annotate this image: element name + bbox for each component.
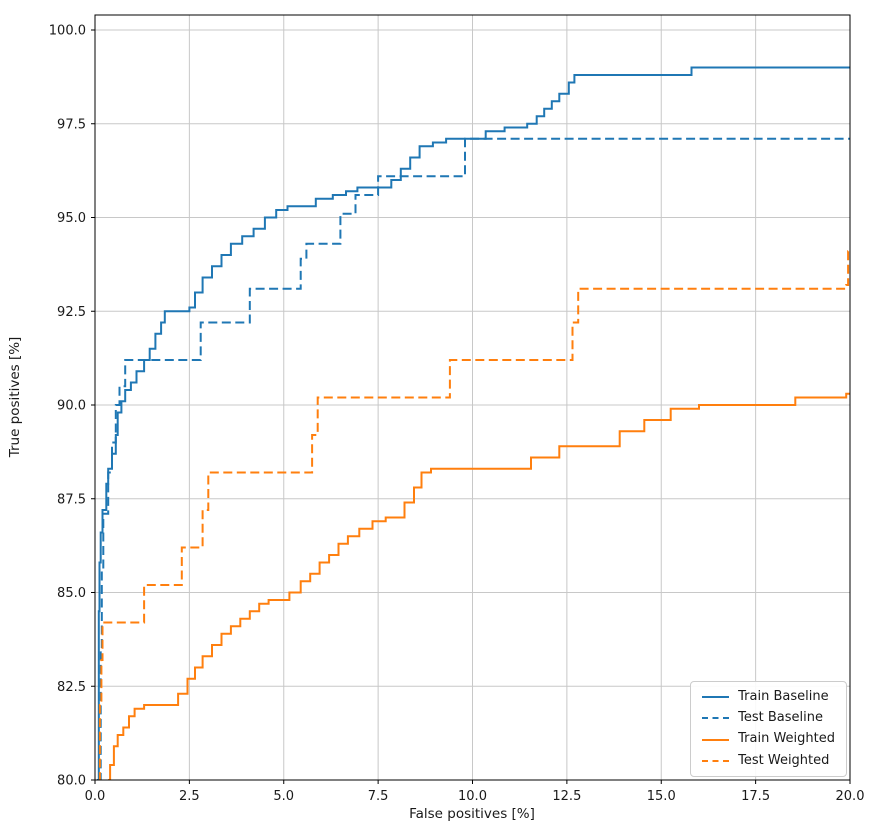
legend-label: Test Baseline	[738, 710, 823, 726]
legend-line-sample	[702, 717, 730, 720]
series-lines	[96, 66, 850, 780]
x-tick-label: 17.5	[741, 789, 770, 804]
y-tick-label: 87.5	[57, 492, 86, 507]
x-tick-label: 20.0	[836, 789, 865, 804]
legend-label: Train Baseline	[738, 688, 829, 704]
series-line	[98, 137, 850, 780]
tick-labels: 0.0 2.5 5.0 7.5 10.0 12.5 15.0 17.5 20.0 80.0 82.5…	[49, 24, 865, 805]
legend-label: Test Weighted	[738, 752, 830, 768]
legend-entry: Train Weighted	[702, 732, 835, 746]
series-line	[96, 66, 850, 780]
axes-spines-and-ticks	[91, 14, 851, 784]
y-tick-label: 95.0	[57, 211, 86, 226]
legend-entry: Test Weighted	[702, 752, 835, 768]
legend-entry: Test Baseline	[702, 710, 835, 726]
y-tick-label: 100.0	[49, 24, 86, 39]
series-line	[108, 392, 850, 780]
y-tick-label: 92.5	[57, 305, 86, 320]
grid-lines	[94, 15, 851, 781]
y-tick-label: 97.5	[57, 117, 86, 132]
legend-label: Train Weighted	[738, 731, 835, 747]
legend: Train Baseline Test Baseline Train Weighte…	[690, 680, 847, 777]
legend-line-sample	[702, 738, 730, 741]
x-tick-label: 15.0	[647, 789, 676, 804]
y-tick-label: 90.0	[57, 399, 86, 414]
x-axis-label: False positives [%]	[409, 806, 535, 822]
x-tick-label: 10.0	[458, 789, 487, 804]
y-tick-label: 85.0	[57, 586, 86, 601]
legend-line-sample	[702, 695, 730, 698]
series-line	[98, 250, 850, 780]
y-axis-label: True positives [%]	[7, 337, 23, 459]
y-tick-label: 80.0	[57, 774, 86, 789]
x-tick-label: 0.0	[85, 789, 106, 804]
x-tick-label: 7.5	[368, 789, 389, 804]
legend-line-sample	[702, 759, 730, 762]
y-tick-label: 82.5	[57, 680, 86, 695]
x-tick-label: 5.0	[273, 789, 294, 804]
legend-entry: Train Baseline	[702, 688, 835, 704]
x-tick-label: 12.5	[552, 789, 581, 804]
x-tick-label: 2.5	[179, 789, 200, 804]
